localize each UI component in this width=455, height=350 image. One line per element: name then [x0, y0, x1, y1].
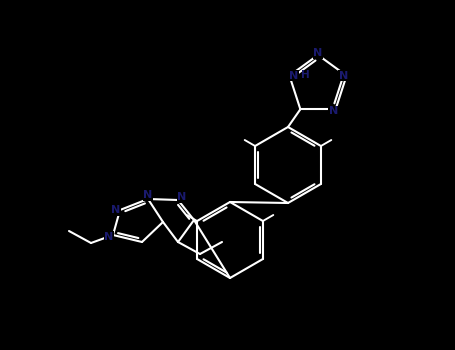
Text: N: N: [177, 192, 187, 202]
Text: N: N: [313, 48, 323, 58]
Text: N: N: [329, 106, 338, 116]
Text: N: N: [289, 71, 298, 81]
Text: N: N: [104, 232, 114, 242]
Text: N: N: [111, 205, 121, 215]
Text: N: N: [143, 190, 152, 200]
Text: N: N: [339, 71, 348, 81]
Text: H: H: [301, 70, 310, 80]
